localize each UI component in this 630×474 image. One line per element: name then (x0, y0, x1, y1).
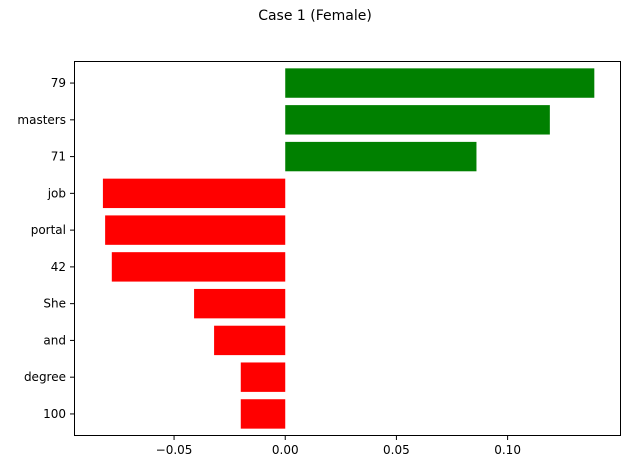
x-tick-label: 0.00 (272, 443, 299, 457)
bars-layer (102, 68, 595, 429)
bar-masters (285, 105, 550, 135)
y-tick-label: job (47, 186, 66, 200)
y-tick-label: masters (17, 113, 66, 127)
y-axis-ticks: 79 masters 71 job portal 42 She and degree 100 (17, 76, 74, 421)
y-tick-label: and (43, 333, 66, 347)
y-tick-label: 71 (51, 150, 66, 164)
bar-portal (105, 215, 286, 245)
bar-100 (240, 399, 286, 429)
y-tick-label: 79 (51, 76, 66, 90)
chart-title: Case 1 (Female) (258, 8, 372, 24)
y-tick-label: 100 (43, 407, 66, 421)
bar-and (214, 325, 286, 356)
y-tick-label: degree (24, 370, 66, 384)
y-tick-label: She (43, 297, 66, 311)
bar-job (102, 178, 286, 209)
x-axis-ticks: −0.05 0.00 0.05 0.10 (156, 436, 521, 457)
bar-71 (285, 141, 477, 172)
x-tick-label: −0.05 (156, 443, 193, 457)
plot-frame (74, 61, 621, 436)
bar-42 (111, 252, 286, 282)
bar-She (194, 288, 286, 319)
y-tick-label: portal (31, 223, 66, 237)
x-tick-label: 0.05 (383, 443, 410, 457)
x-tick-label: 0.10 (494, 443, 521, 457)
bar-79 (285, 68, 595, 98)
y-tick-label: 42 (51, 260, 66, 274)
bar-degree (240, 362, 286, 392)
